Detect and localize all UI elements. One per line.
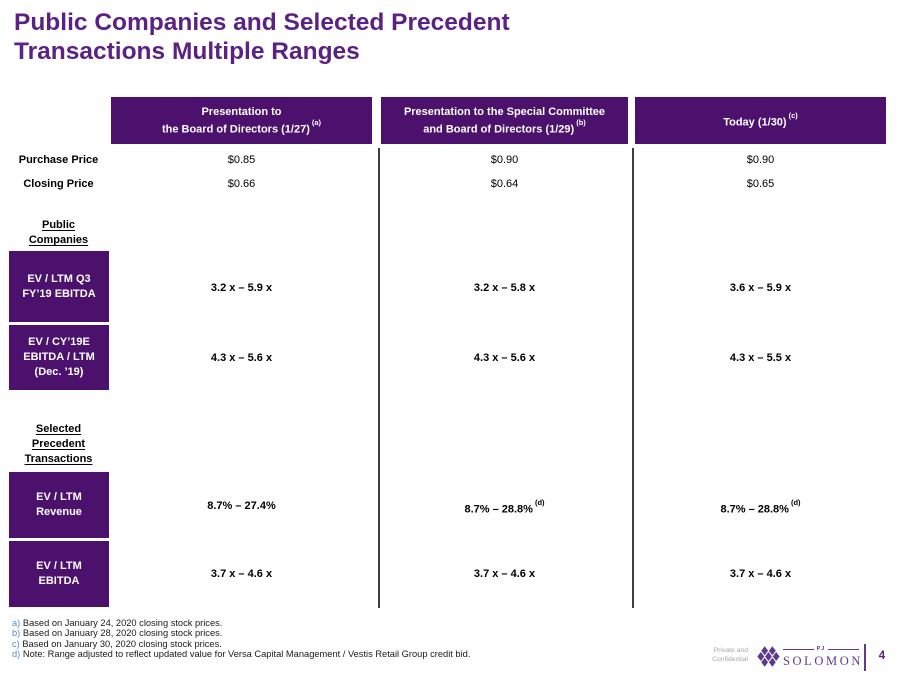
footnote-b: b) Based on January 28, 2020 closing sto… xyxy=(12,628,470,638)
metric-box-line: FY’19 EBITDA xyxy=(22,287,96,300)
footnote-marker-a: (a) xyxy=(311,117,322,127)
section-heading-line: Companies xyxy=(28,234,89,246)
multiple-range-value: 3.2 x – 5.9 x xyxy=(210,282,273,294)
row-label-closing-price: Closing Price xyxy=(23,178,94,190)
footnote-text: Based on January 30, 2020 closing stock … xyxy=(22,638,222,649)
page-title: Public Companies and Selected Precedent … xyxy=(14,9,510,65)
purchase-price-col3: $0.90 xyxy=(746,154,775,166)
multiple-range-value: 8.7% – 28.8%(d) xyxy=(720,498,801,516)
footnote-text: Based on January 28, 2020 closing stock … xyxy=(22,628,223,639)
page-number: 4 xyxy=(878,650,886,662)
metric-box-ev-ltm-revenue: EV / LTM Revenue xyxy=(9,472,109,538)
column-header-line1: Presentation to xyxy=(201,105,282,118)
column-header-line1: Today (1/30)(c) xyxy=(723,110,798,129)
metric-box-line: EV / LTM xyxy=(36,560,82,572)
metric-box-line: EV / LTM xyxy=(36,491,82,503)
row-label-purchase-price: Purchase Price xyxy=(18,154,99,166)
closing-price-col1: $0.66 xyxy=(227,178,256,190)
footnote-letter: d) xyxy=(12,648,21,659)
footnote-letter: a) xyxy=(12,618,21,628)
section-heading-line: Precedent xyxy=(31,438,86,450)
metric-box-ev-ltm-q3-fy19-ebitda: EV / LTM Q3 FY’19 EBITDA xyxy=(9,251,109,322)
logo-pj-row: PJ xyxy=(783,646,860,652)
logo-rule-right xyxy=(828,648,860,650)
multiple-range-value: 3.6 x – 5.9 x xyxy=(729,282,792,294)
closing-price-col3: $0.65 xyxy=(746,178,775,190)
footnote-letter: c) xyxy=(12,638,20,649)
purchase-price-col2: $0.90 xyxy=(490,154,519,166)
column-header-special-committee-1-29: Presentation to the Special Committee an… xyxy=(381,97,628,144)
metric-box-line: EV / LTM Q3 xyxy=(27,272,91,285)
section-heading-line: Transactions xyxy=(24,453,93,465)
metric-box-line: EBITDA / LTM xyxy=(23,351,95,363)
footnote-text: Based on January 24, 2020 closing stock … xyxy=(22,618,223,628)
column-header-today-1-30: Today (1/30)(c) xyxy=(635,97,886,144)
column-header-line1: Presentation to the Special Committee xyxy=(403,105,606,118)
pj-solomon-diamond-icon xyxy=(757,646,780,667)
footnote-marker-d: (d) xyxy=(534,498,545,507)
section-heading-public-companies: Public Companies xyxy=(7,218,110,248)
footnote-marker-c: (c) xyxy=(788,110,798,120)
metric-box-line: Revenue xyxy=(36,506,82,518)
section-heading-selected-precedent-transactions: Selected Precedent Transactions xyxy=(7,422,110,467)
multiple-range-value: 4.3 x – 5.6 x xyxy=(210,352,273,364)
footnote-d: d) Note: Range adjusted to reflect updat… xyxy=(12,649,470,659)
metric-box-line: EV / CY’19E xyxy=(28,336,90,348)
footnote-c: c) Based on January 30, 2020 closing sto… xyxy=(12,639,470,649)
confidentiality-line: Private and xyxy=(713,647,748,654)
confidentiality-notice: Private and Confidential xyxy=(686,647,748,664)
footnote-letter: b) xyxy=(12,628,21,639)
multiple-range-value: 8.7% – 27.4% xyxy=(207,500,276,512)
multiple-range-value: 3.2 x – 5.8 x xyxy=(473,282,536,294)
footnotes: a) Based on January 24, 2020 closing sto… xyxy=(12,618,470,659)
multiple-range-value: 4.3 x – 5.6 x xyxy=(473,352,536,364)
footnote-marker-b: (b) xyxy=(576,117,586,127)
footnote-a: a) Based on January 24, 2020 closing sto… xyxy=(12,618,470,628)
multiple-range-value: 3.7 x – 4.6 x xyxy=(729,568,792,580)
logo-pj-text: PJ xyxy=(816,646,826,652)
column-header-line2: and Board of Directors (1/29)(b) xyxy=(423,117,586,136)
purchase-price-col1: $0.85 xyxy=(227,154,256,166)
logo-rule-left xyxy=(783,648,814,650)
footnote-marker-d: (d) xyxy=(790,498,801,507)
metric-box-ev-ltm-ebitda: EV / LTM EBITDA xyxy=(9,541,109,607)
pj-solomon-logo: PJ SOLOMON xyxy=(783,646,864,669)
metric-box-ev-cy19e-ebitda-ltm: EV / CY’19E EBITDA / LTM (Dec. ’19) xyxy=(9,325,109,390)
multiple-range-value: 3.7 x – 4.6 x xyxy=(473,568,536,580)
column-separator xyxy=(632,148,634,608)
logo-wordmark: SOLOMON xyxy=(783,654,864,668)
closing-price-col2: $0.64 xyxy=(490,178,519,190)
metric-box-line: EBITDA xyxy=(38,575,80,587)
multiple-range-value: 8.7% – 28.8%(d) xyxy=(464,498,545,516)
column-header-board-1-27: Presentation to the Board of Directors (… xyxy=(111,97,372,144)
footer-divider xyxy=(864,644,866,671)
section-heading-line: Public xyxy=(41,219,75,231)
multiple-range-value: 4.3 x – 5.5 x xyxy=(729,352,792,364)
section-heading-line: Selected xyxy=(35,423,82,435)
multiple-range-value: 3.7 x – 4.6 x xyxy=(210,568,273,580)
column-separator xyxy=(378,148,380,608)
footnote-text: Note: Range adjusted to reflect updated … xyxy=(22,648,471,659)
column-header-line2: the Board of Directors (1/27)(a) xyxy=(161,117,322,136)
metric-box-line: (Dec. ’19) xyxy=(34,366,84,378)
confidentiality-line: Confidential xyxy=(712,655,748,663)
